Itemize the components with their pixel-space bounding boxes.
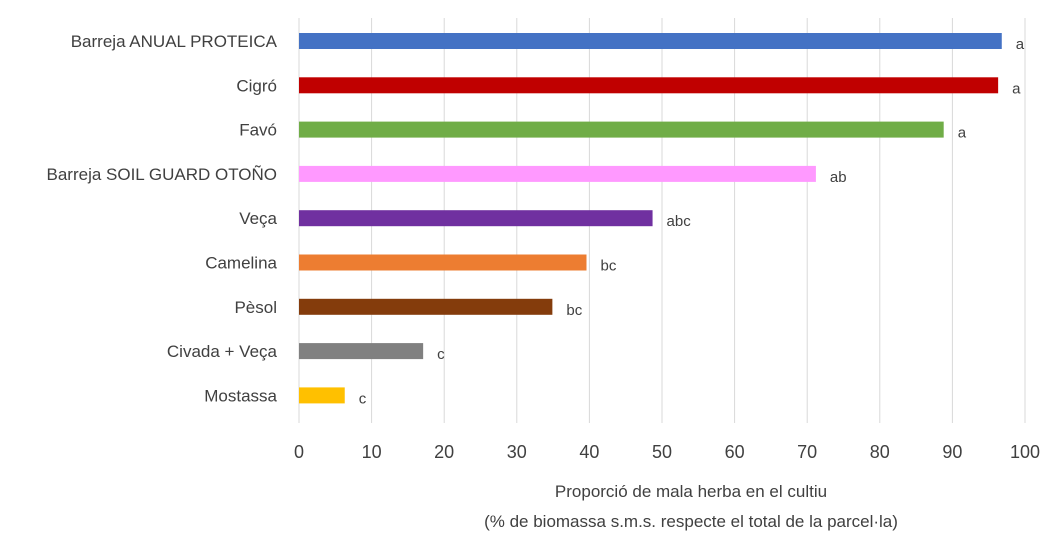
x-tick-label: 70 (797, 442, 817, 462)
x-tick-label: 80 (870, 442, 890, 462)
bar (299, 121, 944, 138)
category-label: Barreja SOIL GUARD OTOÑO (47, 165, 278, 184)
bar (299, 298, 553, 315)
category-label: Civada + Veça (167, 342, 278, 361)
category-label: Mostassa (204, 386, 277, 405)
bar (299, 210, 653, 227)
x-tick-label: 30 (507, 442, 527, 462)
x-axis-title-line2: (% de biomassa s.m.s. respecte el total … (484, 512, 898, 531)
x-tick-label: 60 (725, 442, 745, 462)
x-tick-label: 90 (942, 442, 962, 462)
category-label: Cigró (236, 76, 277, 95)
x-tick-label: 10 (362, 442, 382, 462)
x-axis-title-line1: Proporció de mala herba en el cultiu (555, 482, 827, 501)
category-label: Veça (239, 209, 277, 228)
x-tick-label: 100 (1010, 442, 1040, 462)
significance-label: ab (830, 169, 847, 186)
significance-label: a (958, 125, 967, 142)
category-label: Pèsol (234, 298, 277, 317)
bar (299, 343, 424, 360)
bar (299, 165, 816, 182)
x-tick-label: 20 (434, 442, 454, 462)
significance-labels: a a a ab abc bc bc c c (359, 36, 1025, 407)
significance-label: bc (600, 258, 616, 275)
x-tick-labels: 0 10 20 30 40 50 60 70 80 90 100 (294, 442, 1040, 462)
bars (299, 33, 1002, 404)
bar (299, 254, 587, 271)
significance-label: bc (566, 302, 582, 319)
significance-label: abc (667, 213, 692, 230)
significance-label: a (1016, 36, 1025, 53)
bar (299, 387, 345, 404)
category-label: Favó (239, 121, 277, 140)
x-tick-label: 40 (579, 442, 599, 462)
bar (299, 33, 1002, 49)
bar (299, 77, 999, 94)
significance-label: a (1012, 80, 1021, 97)
x-tick-label: 0 (294, 442, 304, 462)
category-labels: Barreja ANUAL PROTEICA Cigró Favó Barreja S… (47, 32, 278, 405)
category-label: Barreja ANUAL PROTEICA (71, 32, 278, 51)
x-tick-label: 50 (652, 442, 672, 462)
significance-label: c (359, 390, 367, 407)
significance-label: c (437, 346, 445, 363)
category-label: Camelina (205, 254, 277, 273)
